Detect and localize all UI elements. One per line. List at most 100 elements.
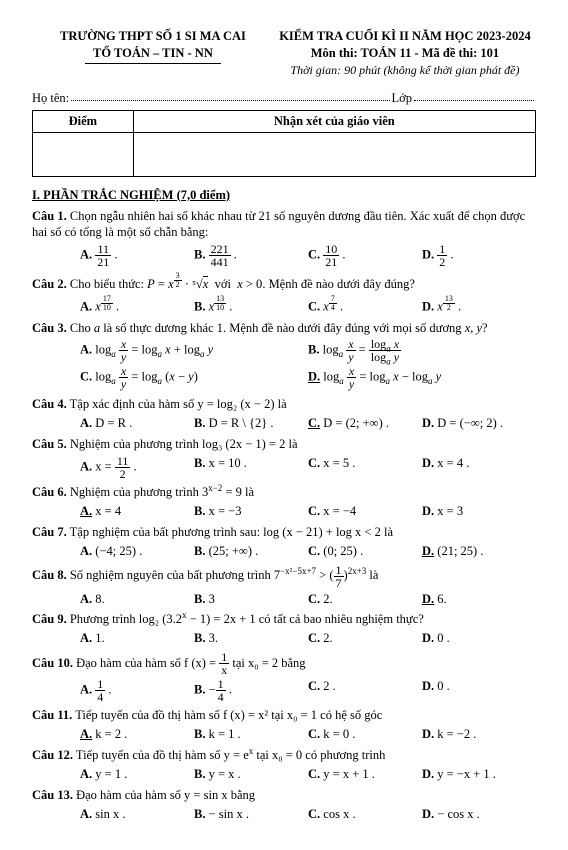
q4-label: Câu 4.: [32, 397, 67, 411]
header-right: KIỂM TRA CUỐI KÌ II NĂM HỌC 2023-2024 Mô…: [274, 28, 536, 78]
q5-opt-a: A. x = 112 .: [80, 455, 194, 480]
q11-opt-d: D. k = −2 .: [422, 726, 536, 743]
q11-opt-b: B. k = 1 .: [194, 726, 308, 743]
q3-opt-d: D. loga xy = loga x − loga y: [308, 365, 536, 390]
q3-options: A. loga xy = loga x + loga y B. loga xy …: [32, 338, 536, 392]
q9-opt-c: C. 2.: [308, 630, 422, 647]
q5-label: Câu 5.: [32, 437, 67, 451]
q2-opt-b: B. x1310 .: [194, 295, 308, 316]
q12-opt-c: C. y = x + 1 .: [308, 766, 422, 783]
header: TRƯỜNG THPT SỐ 1 SI MA CAI TỔ TOÁN – TIN…: [32, 28, 536, 78]
question-6: Câu 6. Nghiệm của phương trình 3x−2 = 9 …: [32, 484, 536, 520]
hoten-label: Họ tên:: [32, 90, 69, 107]
q11-label: Câu 11.: [32, 708, 72, 722]
question-4: Câu 4. Tập xác định của hàm số y = log₂ …: [32, 396, 536, 432]
school-name: TRƯỜNG THPT SỐ 1 SI MA CAI: [32, 28, 274, 45]
q9-opt-d: D. 0 .: [422, 630, 536, 647]
q9-opt-a: A. 1.: [80, 630, 194, 647]
exam-time: Thời gian: 90 phút (không kể thời gian p…: [274, 62, 536, 78]
question-8: Câu 8. Số nghiệm nguyên của bất phương t…: [32, 564, 536, 608]
q3-opt-c: C. loga xy = loga (x − y): [80, 365, 308, 390]
department: TỔ TOÁN – TIN - NN: [85, 45, 221, 64]
question-1: Câu 1. Chọn ngẫu nhiên hai số khác nhau …: [32, 208, 536, 269]
q6-opt-d: D. x = 3: [422, 503, 536, 520]
q12-opt-a: A. y = 1 .: [80, 766, 194, 783]
q1-options: A. 1121 . B. 221441 . C. 1021 . D. 12 .: [32, 243, 536, 268]
q4-opt-c: C. D = (2; +∞) .: [308, 415, 422, 432]
question-3: Câu 3. Cho a là số thực dương khác 1. Mệ…: [32, 320, 536, 393]
q7-text: Tập nghiệm của bất phương trình sau: log…: [67, 525, 393, 539]
q6-options: A. x = 4 B. x = −3 C. x = −4 D. x = 3: [32, 503, 536, 520]
q4-opt-b: B. D = R \ {2} .: [194, 415, 308, 432]
lop-label: Lớp: [392, 90, 413, 107]
q1-opt-b: B. 221441 .: [194, 243, 308, 268]
q4-opt-d: D. D = (−∞; 2) .: [422, 415, 536, 432]
q8-label: Câu 8.: [32, 568, 67, 582]
q13-label: Câu 13.: [32, 788, 73, 802]
q1-opt-d: D. 12 .: [422, 243, 536, 268]
q12-label: Câu 12.: [32, 748, 73, 762]
q1-opt-c: C. 1021 .: [308, 243, 422, 268]
q5-opt-b: B. x = 10 .: [194, 455, 308, 480]
question-11: Câu 11. Tiếp tuyến của đồ thị hàm số f (…: [32, 707, 536, 743]
q8-options: A. 8. B. 3 C. 2. D. 6.: [32, 591, 536, 608]
q13-opt-b: B. − sin x .: [194, 806, 308, 823]
diem-cell: [33, 132, 134, 176]
q8-opt-d: D. 6.: [422, 591, 536, 608]
exam-subject: Môn thi: TOÁN 11 - Mã đề thi: 101: [274, 45, 536, 62]
q9-options: A. 1. B. 3. C. 2. D. 0 .: [32, 630, 536, 647]
q13-text: Đạo hàm của hàm số y = sin x bằng: [73, 788, 255, 802]
question-2: Câu 2. Cho biểu thức: P = x32 · ⁵√x với …: [32, 272, 536, 315]
q7-opt-b: B. (25; +∞) .: [194, 543, 308, 560]
q12-options: A. y = 1 . B. y = x . C. y = x + 1 . D. …: [32, 766, 536, 783]
q4-options: A. D = R . B. D = R \ {2} . C. D = (2; +…: [32, 415, 536, 432]
exam-title: KIỂM TRA CUỐI KÌ II NĂM HỌC 2023-2024: [274, 28, 536, 45]
q4-text: Tập xác định của hàm số y = log₂ (x − 2)…: [67, 397, 287, 411]
q6-opt-c: C. x = −4: [308, 503, 422, 520]
q7-opt-a: A. (−4; 25) .: [80, 543, 194, 560]
q6-opt-a: A. x = 4: [80, 503, 194, 520]
q1-text: Chọn ngẫu nhiên hai số khác nhau từ 21 s…: [32, 209, 525, 240]
q12-opt-d: D. y = −x + 1 .: [422, 766, 536, 783]
q6-opt-b: B. x = −3: [194, 503, 308, 520]
q7-opt-d: D. (21; 25) .: [422, 543, 536, 560]
nhanxet-cell: [133, 132, 535, 176]
q11-opt-a: A. k = 2 .: [80, 726, 194, 743]
q10-options: A. 14 . B. −14 . C. 2 . D. 0 .: [32, 678, 536, 703]
q5-text: Nghiệm của phương trình log₃ (2x − 1) = …: [67, 437, 298, 451]
nhanxet-header: Nhận xét của giáo viên: [133, 110, 535, 132]
q8-opt-b: B. 3: [194, 591, 308, 608]
q3-label: Câu 3.: [32, 321, 67, 335]
diem-header: Điểm: [33, 110, 134, 132]
q7-options: A. (−4; 25) . B. (25; +∞) . C. (0; 25) .…: [32, 543, 536, 560]
q5-opt-d: D. x = 4 .: [422, 455, 536, 480]
q9-label: Câu 9.: [32, 612, 67, 626]
q13-opt-d: D. − cos x .: [422, 806, 536, 823]
q9-opt-b: B. 3.: [194, 630, 308, 647]
question-10: Câu 10. Đạo hàm của hàm số f (x) = 1x tạ…: [32, 651, 536, 703]
q13-opt-c: C. cos x .: [308, 806, 422, 823]
q13-options: A. sin x . B. − sin x . C. cos x . D. − …: [32, 806, 536, 823]
q8-opt-a: A. 8.: [80, 591, 194, 608]
q11-options: A. k = 2 . B. k = 1 . C. k = 0 . D. k = …: [32, 726, 536, 743]
header-left: TRƯỜNG THPT SỐ 1 SI MA CAI TỔ TOÁN – TIN…: [32, 28, 274, 78]
q10-opt-d: D. 0 .: [422, 678, 536, 703]
lop-dots: [414, 90, 534, 101]
q11-text: Tiếp tuyến của đồ thị hàm số f (x) = x² …: [72, 708, 382, 722]
q8-opt-c: C. 2.: [308, 591, 422, 608]
name-row: Họ tên: Lớp: [32, 90, 536, 107]
q2-opt-a: A. x1710 .: [80, 295, 194, 316]
q2-opt-c: C. x74 .: [308, 295, 422, 316]
hoten-dots: [71, 90, 389, 101]
q5-opt-c: C. x = 5 .: [308, 455, 422, 480]
q10-opt-b: B. −14 .: [194, 678, 308, 703]
q11-opt-c: C. k = 0 .: [308, 726, 422, 743]
q2-label: Câu 2.: [32, 277, 67, 291]
q1-label: Câu 1.: [32, 209, 67, 223]
q10-label: Câu 10.: [32, 656, 73, 670]
section-1-heading: I. PHẦN TRẮC NGHIỆM (7,0 điểm): [32, 187, 536, 204]
q10-opt-a: A. 14 .: [80, 678, 194, 703]
q10-opt-c: C. 2 .: [308, 678, 422, 703]
q1-opt-a: A. 1121 .: [80, 243, 194, 268]
question-9: Câu 9. Phương trình log₂ (3.2x − 1) = 2x…: [32, 611, 536, 647]
